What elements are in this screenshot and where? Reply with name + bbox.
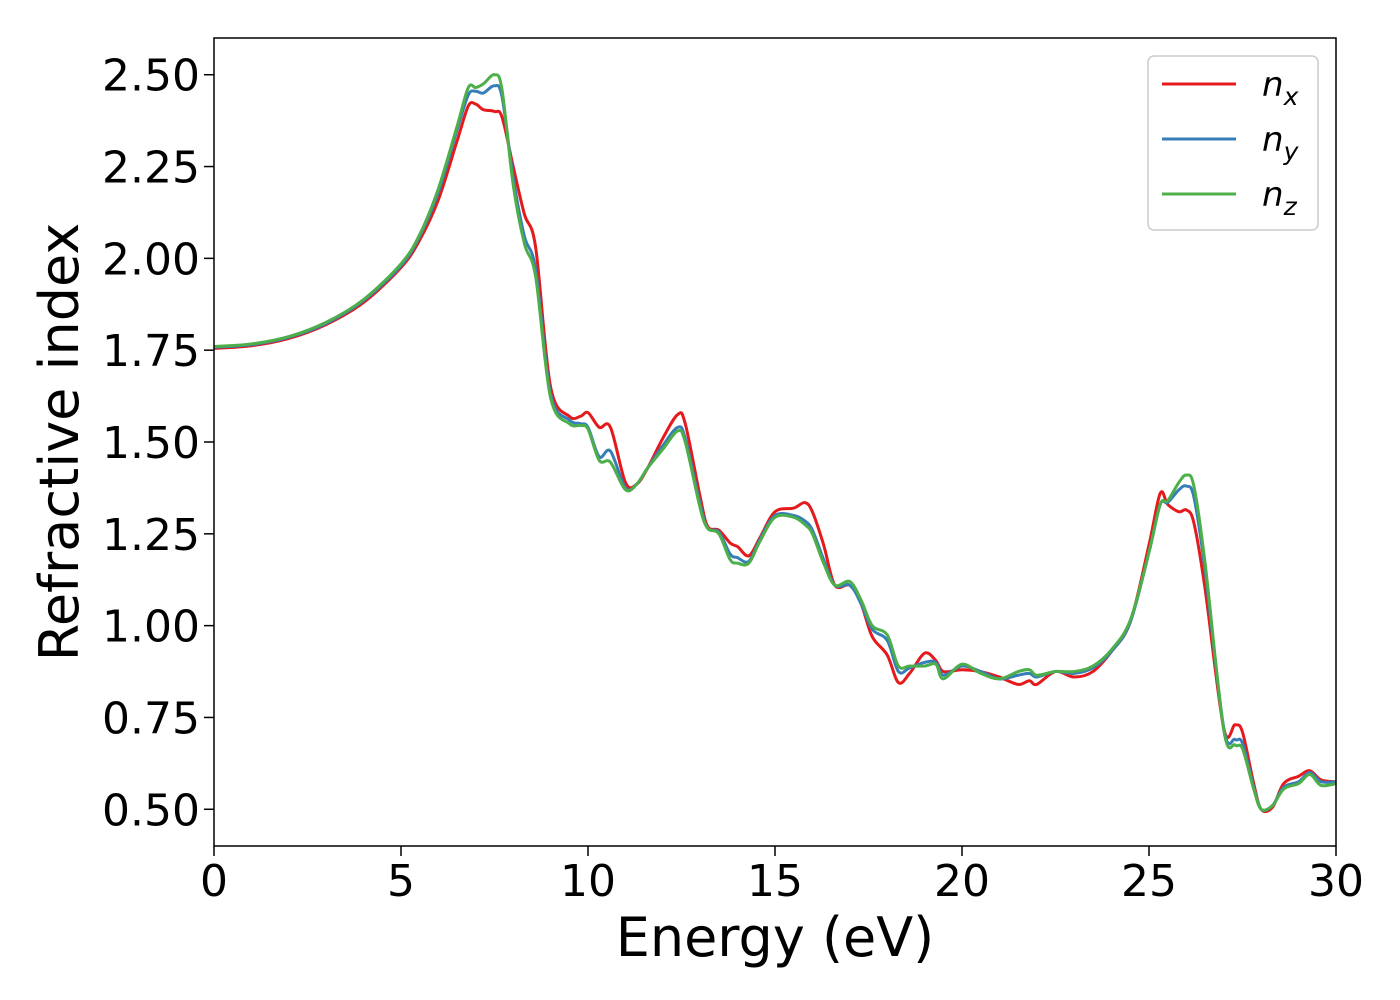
x-tick-label: 10 xyxy=(560,856,616,907)
y-tick-label: 2.00 xyxy=(102,234,200,285)
legend: nx ny nz xyxy=(1147,55,1319,231)
x-tick-label: 0 xyxy=(200,856,228,907)
y-tick-label: 1.00 xyxy=(102,602,200,653)
y-tick-label: 0.50 xyxy=(102,785,200,836)
y-tick-label: 2.50 xyxy=(102,51,200,102)
x-tick-label: 25 xyxy=(1121,856,1177,907)
y-tick-label: 2.25 xyxy=(102,143,200,194)
x-tick-label: 30 xyxy=(1308,856,1364,907)
legend-box xyxy=(1147,55,1319,231)
series-line-nx xyxy=(214,101,1336,814)
x-axis: 0 5 10 15 20 25 30 xyxy=(200,846,1364,907)
x-axis-label: Energy (eV) xyxy=(616,906,935,969)
y-axis: 0.50 0.75 1.00 1.25 1.50 1.75 2.00 2.25 2.50 xyxy=(102,51,214,836)
x-tick-label: 20 xyxy=(934,856,990,907)
x-tick-label: 15 xyxy=(747,856,803,907)
legend-label-ny: ny xyxy=(1262,120,1300,166)
legend-label-nz: nz xyxy=(1262,175,1298,221)
y-axis-label: Refractive index xyxy=(28,223,91,662)
y-tick-label: 1.75 xyxy=(102,326,200,377)
y-tick-label: 0.75 xyxy=(102,693,200,744)
x-tick-label: 5 xyxy=(387,856,415,907)
y-tick-label: 1.50 xyxy=(102,418,200,469)
series-line-nz xyxy=(214,73,1336,812)
y-tick-label: 1.25 xyxy=(102,510,200,561)
series-layer xyxy=(214,73,1336,814)
legend-label-nx: nx xyxy=(1262,65,1299,111)
